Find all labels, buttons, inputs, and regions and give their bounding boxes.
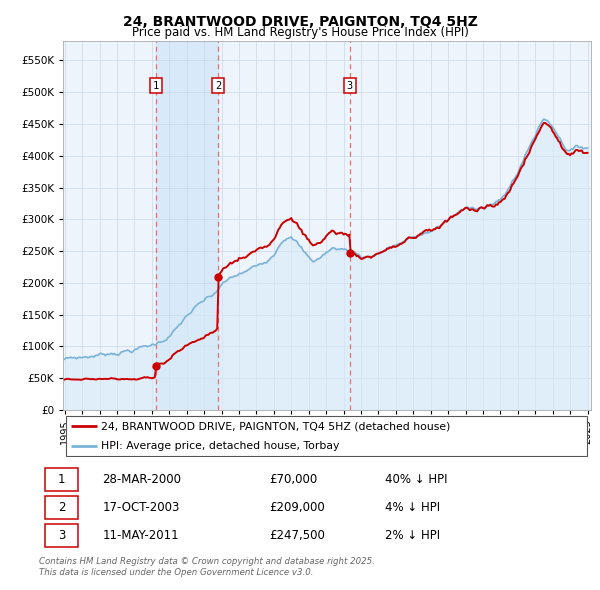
Text: HPI: Average price, detached house, Torbay: HPI: Average price, detached house, Torb…	[101, 441, 340, 451]
Text: 40% ↓ HPI: 40% ↓ HPI	[385, 473, 447, 486]
Text: 2: 2	[215, 81, 221, 91]
Text: 24, BRANTWOOD DRIVE, PAIGNTON, TQ4 5HZ: 24, BRANTWOOD DRIVE, PAIGNTON, TQ4 5HZ	[122, 15, 478, 29]
Text: 17-OCT-2003: 17-OCT-2003	[103, 501, 180, 514]
Text: 24, BRANTWOOD DRIVE, PAIGNTON, TQ4 5HZ (detached house): 24, BRANTWOOD DRIVE, PAIGNTON, TQ4 5HZ (…	[101, 421, 451, 431]
Text: 2% ↓ HPI: 2% ↓ HPI	[385, 529, 440, 542]
Text: 4% ↓ HPI: 4% ↓ HPI	[385, 501, 440, 514]
Bar	[156, 41, 218, 410]
Text: £209,000: £209,000	[269, 501, 325, 514]
Text: 3: 3	[58, 529, 65, 542]
Text: Price paid vs. HM Land Registry's House Price Index (HPI): Price paid vs. HM Land Registry's House …	[131, 26, 469, 39]
Text: £247,500: £247,500	[269, 529, 325, 542]
Text: 2: 2	[58, 501, 65, 514]
Text: 28-MAR-2000: 28-MAR-2000	[103, 473, 181, 486]
Text: 3: 3	[347, 81, 353, 91]
Text: £70,000: £70,000	[269, 473, 317, 486]
FancyBboxPatch shape	[45, 525, 78, 548]
FancyBboxPatch shape	[45, 496, 78, 519]
Text: 1: 1	[153, 81, 159, 91]
FancyBboxPatch shape	[45, 467, 78, 491]
Text: Contains HM Land Registry data © Crown copyright and database right 2025.: Contains HM Land Registry data © Crown c…	[39, 558, 375, 566]
Text: This data is licensed under the Open Government Licence v3.0.: This data is licensed under the Open Gov…	[39, 568, 314, 577]
Text: 11-MAY-2011: 11-MAY-2011	[103, 529, 179, 542]
FancyBboxPatch shape	[65, 417, 587, 455]
Text: 1: 1	[58, 473, 65, 486]
